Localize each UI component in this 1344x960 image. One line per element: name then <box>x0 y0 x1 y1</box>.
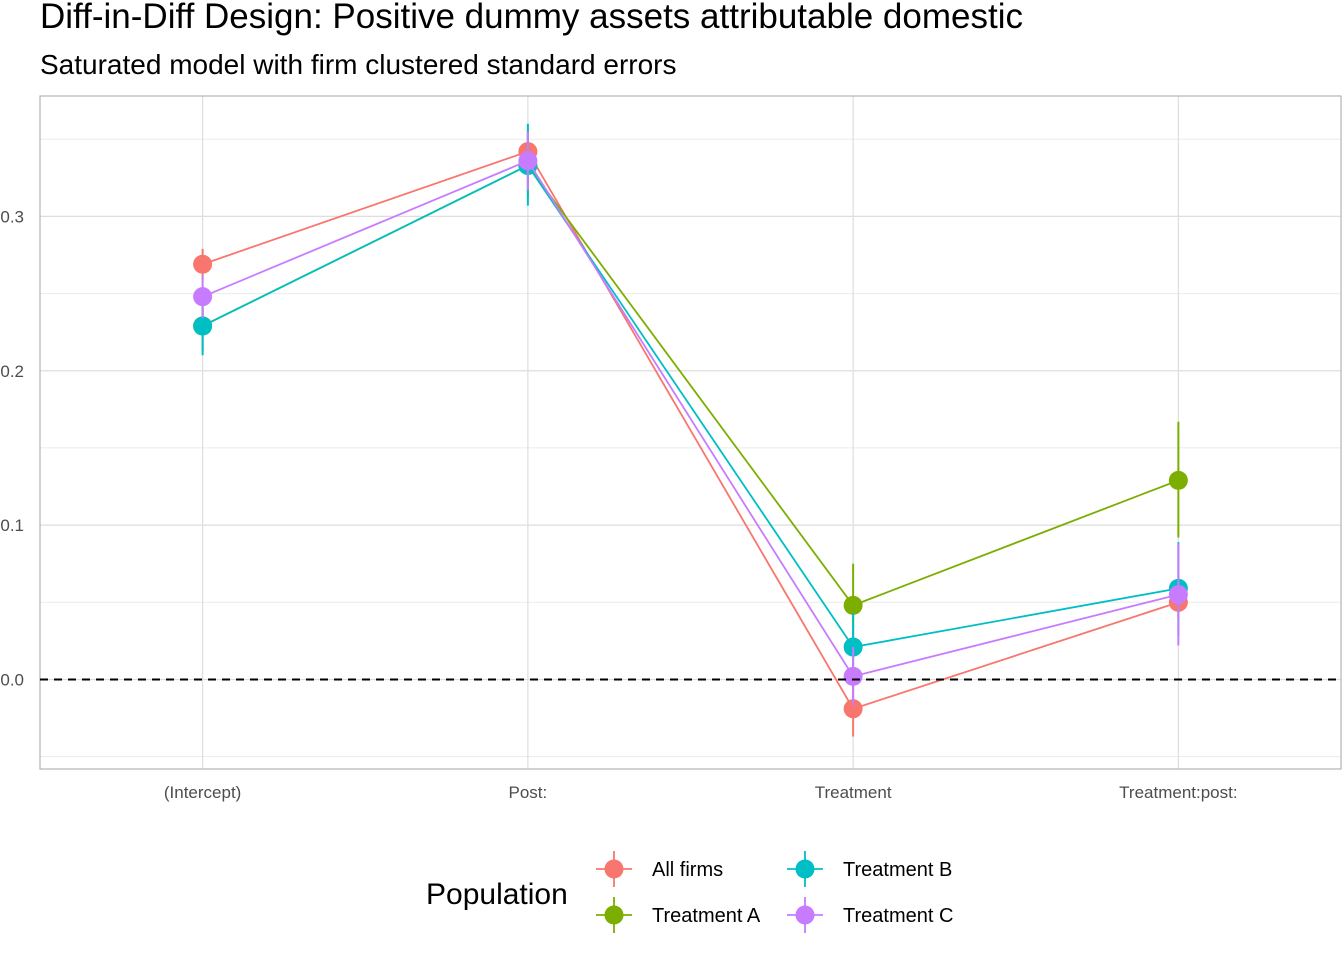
legend-key-point <box>795 859 815 879</box>
legend: Population All firms Treatment A Treatment… <box>426 851 953 933</box>
y-tick-label: 0.2 <box>0 362 24 381</box>
series-line <box>202 159 1179 678</box>
panel-border <box>39 95 1342 770</box>
x-tick-label: Post: <box>509 783 548 802</box>
legend-item: Treatment B <box>787 851 952 887</box>
legend-key-point <box>795 905 815 925</box>
chart-title: Diff-in-Diff Design: Positive dummy asse… <box>40 0 1023 36</box>
data-point <box>193 316 213 336</box>
legend-item: Treatment C <box>787 897 953 933</box>
legend-label: Treatment B <box>843 859 952 881</box>
chart-subtitle: Saturated model with firm clustered stan… <box>40 49 677 80</box>
data-point <box>193 254 213 274</box>
x-tick-label: Treatment <box>815 783 892 802</box>
x-tick-label: (Intercept) <box>164 783 241 802</box>
data-point <box>193 287 213 307</box>
y-tick-label: 0.1 <box>0 516 24 535</box>
y-tick-label: 0.3 <box>0 207 24 226</box>
legend-item: Treatment A <box>596 897 761 933</box>
legend-item: All firms <box>596 851 723 887</box>
legend-title: Population <box>426 878 568 911</box>
legend-key-point <box>604 905 624 925</box>
series-treatment-a <box>193 133 1188 648</box>
data-point <box>843 699 863 719</box>
series-treatment-b <box>193 123 1188 683</box>
legend-label: Treatment A <box>652 905 761 927</box>
series-line <box>202 164 1179 607</box>
series-line <box>202 150 1179 710</box>
legend-label: All firms <box>652 859 723 881</box>
data-point <box>843 666 863 686</box>
data-point <box>1168 470 1188 490</box>
series-treatment-c <box>193 131 1188 706</box>
data-point <box>518 151 538 171</box>
series-line <box>202 164 1179 649</box>
x-tick-label: Treatment:post: <box>1119 783 1237 802</box>
data-point <box>843 595 863 615</box>
legend-key-point <box>604 859 624 879</box>
series-all-firms <box>193 128 1188 737</box>
data-point <box>1168 585 1188 605</box>
legend-label: Treatment C <box>843 905 953 927</box>
plot-panel: 0.0 0.1 0.2 0.3 (Intercept) Post: Treatment Tre… <box>0 95 1342 802</box>
y-tick-label: 0.0 <box>0 670 24 689</box>
